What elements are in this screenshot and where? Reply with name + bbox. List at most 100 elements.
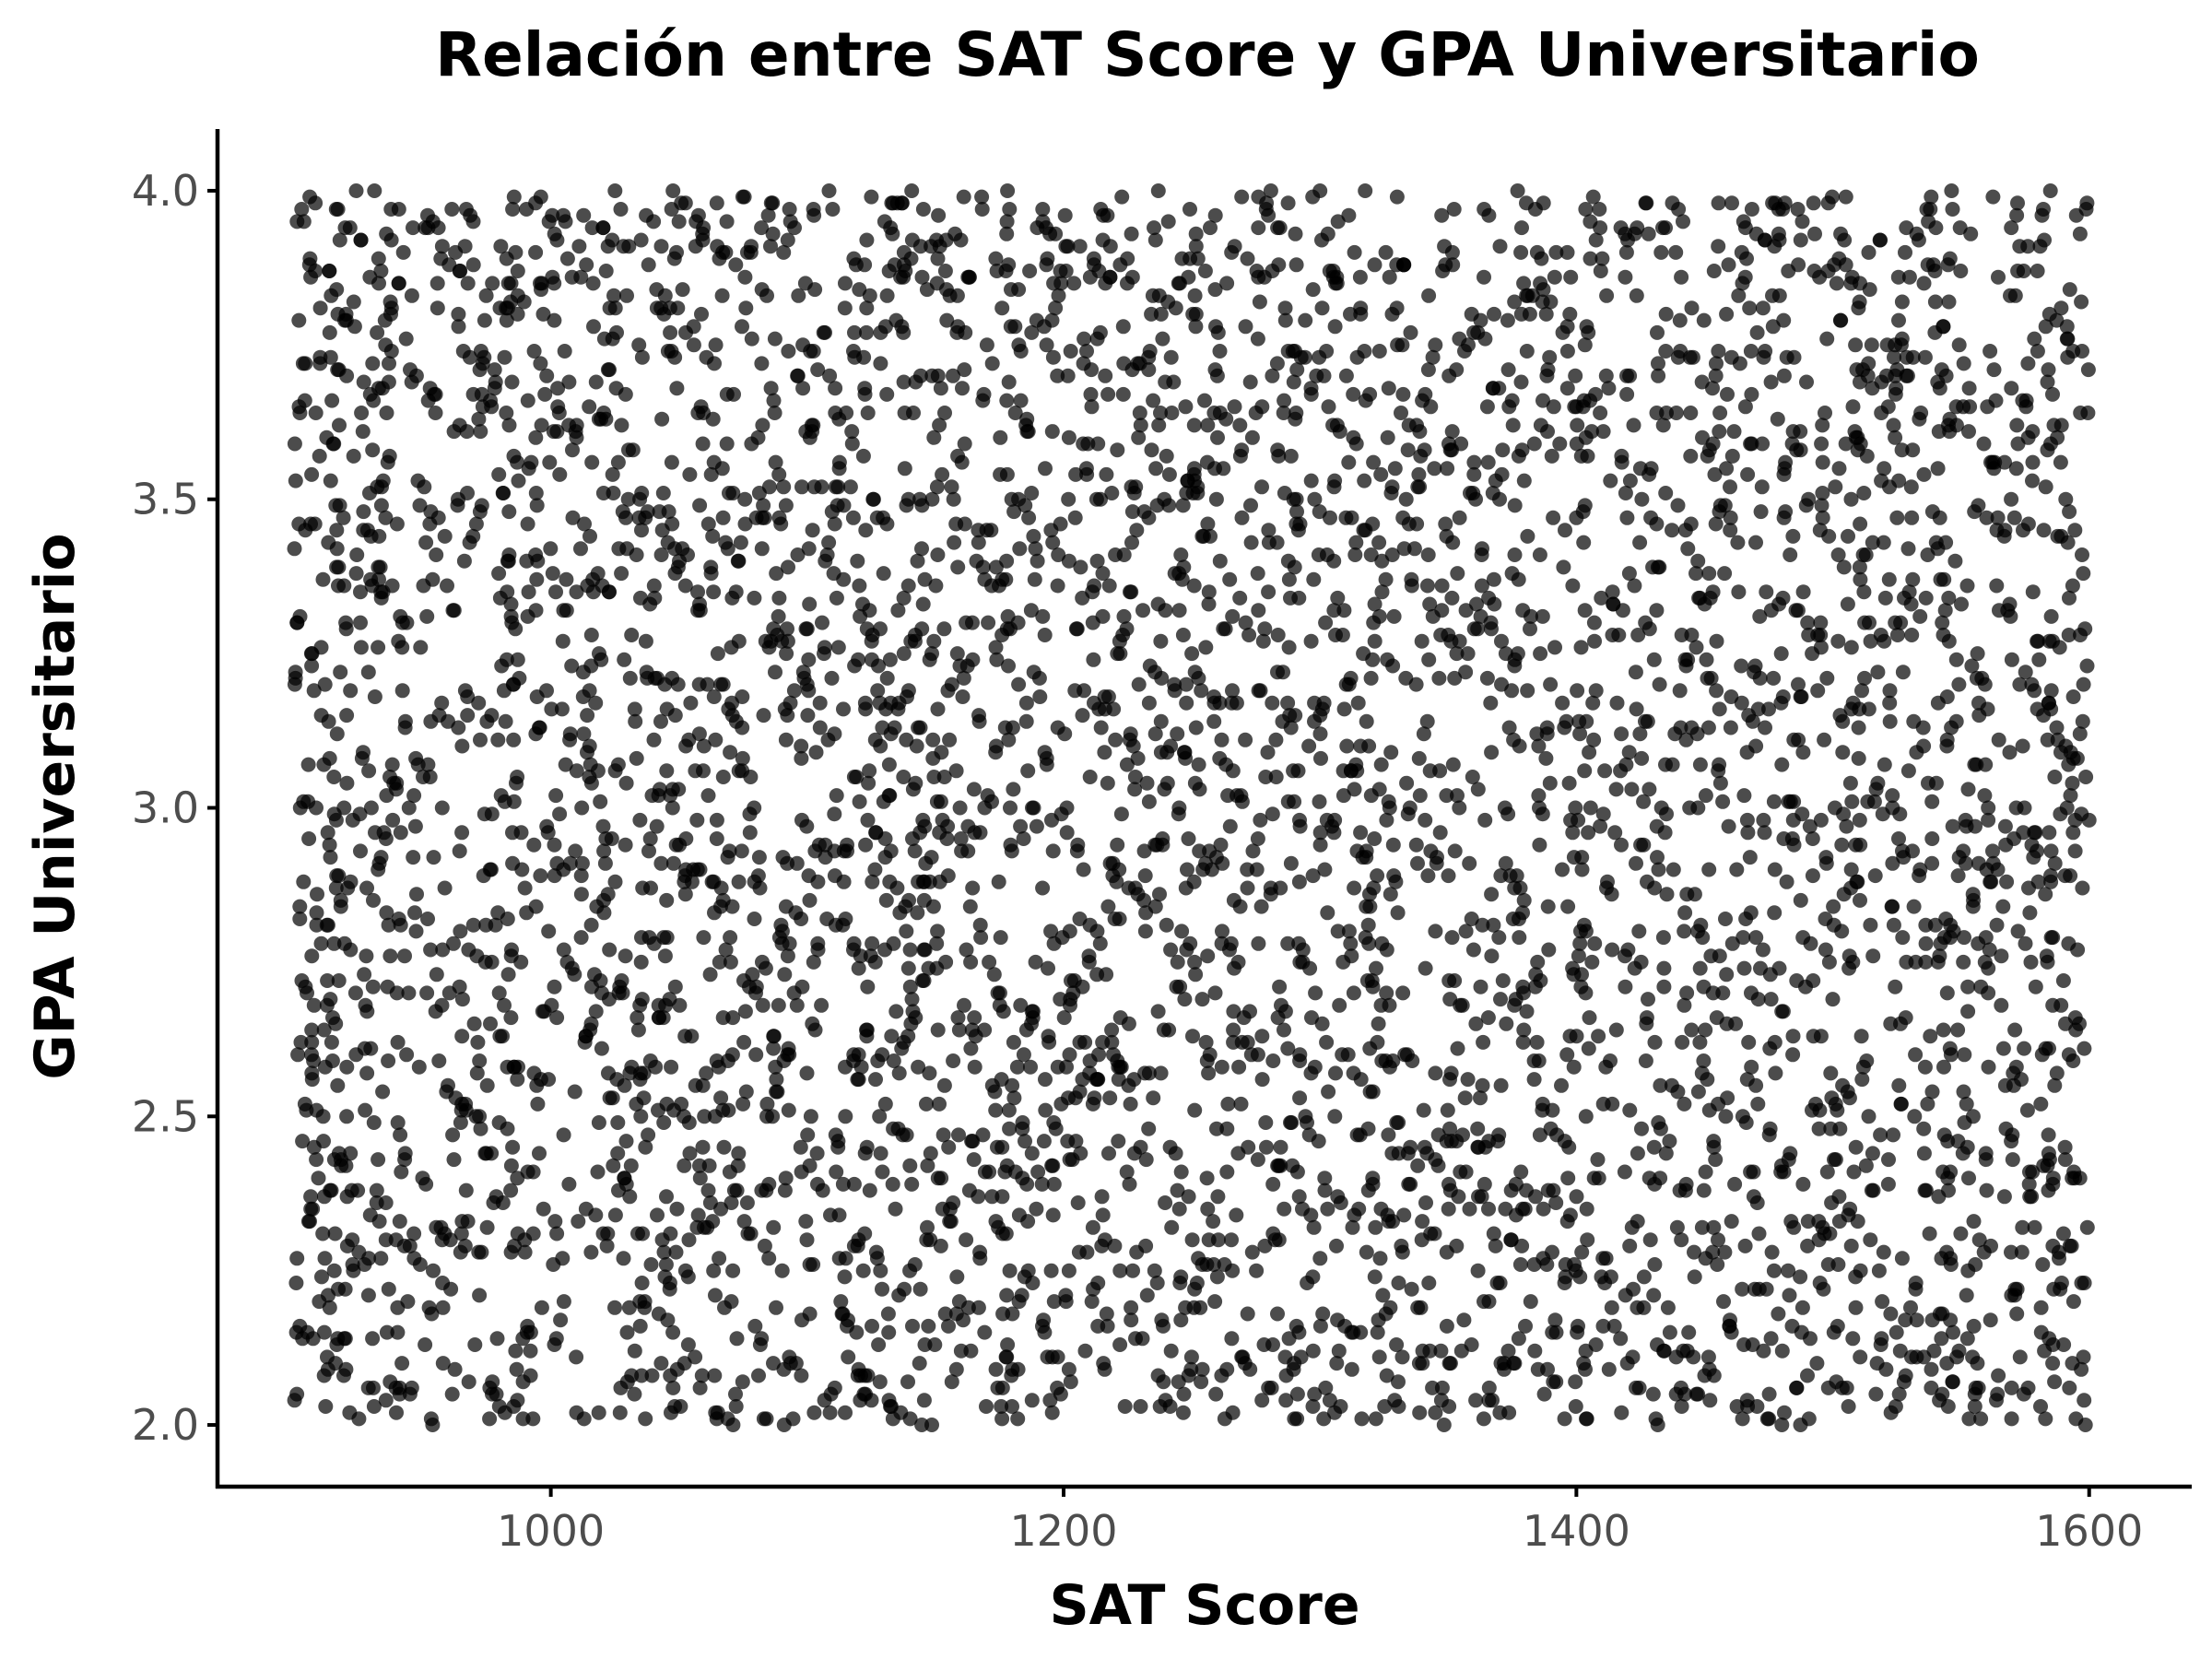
data-point xyxy=(568,843,583,859)
data-point xyxy=(1758,344,1773,359)
data-point xyxy=(1441,1356,1457,1371)
data-point xyxy=(1579,1201,1594,1217)
data-point xyxy=(1416,726,1431,742)
data-point xyxy=(1542,775,1558,791)
data-point xyxy=(2020,356,2036,371)
data-point xyxy=(470,1034,486,1050)
data-point xyxy=(675,282,690,298)
data-point xyxy=(579,257,594,273)
data-point xyxy=(1659,887,1675,902)
data-point xyxy=(2004,652,2019,667)
data-point xyxy=(1813,615,1829,630)
data-point xyxy=(688,214,704,229)
data-point xyxy=(837,1269,853,1285)
data-point xyxy=(1800,1368,1815,1383)
data-point xyxy=(2021,1176,2037,1192)
data-point xyxy=(605,232,620,248)
data-point xyxy=(396,1238,412,1253)
data-point xyxy=(1208,850,1224,865)
data-point xyxy=(1382,269,1397,285)
data-point xyxy=(429,547,444,562)
data-point xyxy=(1548,244,1564,260)
data-point xyxy=(1362,1084,1378,1100)
data-point xyxy=(1346,1065,1361,1081)
data-point xyxy=(1057,207,1073,223)
data-point xyxy=(2019,1102,2035,1118)
data-point xyxy=(1786,732,1802,747)
data-point xyxy=(877,850,893,865)
data-point xyxy=(806,207,822,223)
data-point xyxy=(1953,1226,1969,1241)
data-point xyxy=(822,1405,838,1420)
data-point xyxy=(872,1374,888,1390)
data-point xyxy=(1410,855,1425,871)
data-point xyxy=(944,1374,959,1390)
data-point xyxy=(540,825,556,841)
data-point xyxy=(855,448,871,464)
data-point xyxy=(703,466,719,482)
data-point xyxy=(1971,498,1986,513)
data-point xyxy=(1412,479,1428,495)
data-point xyxy=(1756,1343,1771,1359)
data-point xyxy=(382,356,396,371)
data-point xyxy=(1129,523,1145,538)
data-point xyxy=(1460,646,1476,662)
data-point xyxy=(877,214,892,229)
data-point xyxy=(1398,670,1414,686)
data-point xyxy=(473,424,488,440)
data-point xyxy=(1631,924,1647,939)
data-point xyxy=(1026,528,1041,544)
data-point xyxy=(1188,720,1204,735)
data-point xyxy=(1053,264,1068,278)
data-point xyxy=(1913,406,1929,420)
data-point xyxy=(917,571,933,587)
data-point xyxy=(378,1232,394,1248)
data-point xyxy=(435,1300,451,1315)
data-point xyxy=(1035,202,1051,217)
data-point xyxy=(638,633,653,649)
data-point xyxy=(1230,954,1246,970)
data-point xyxy=(860,979,876,994)
data-point xyxy=(382,448,397,464)
data-point xyxy=(1701,862,1717,877)
data-point xyxy=(612,1405,628,1420)
data-point xyxy=(1013,393,1029,408)
data-point xyxy=(2008,461,2024,477)
data-point xyxy=(1903,479,1919,495)
data-point xyxy=(1939,689,1955,704)
data-point xyxy=(2041,1127,2056,1143)
data-point xyxy=(585,276,601,291)
data-point xyxy=(1067,510,1083,525)
data-point xyxy=(547,868,562,884)
data-point xyxy=(1470,1121,1486,1136)
data-point xyxy=(1257,1238,1273,1253)
data-point xyxy=(1154,670,1170,686)
data-point xyxy=(1692,1034,1708,1050)
data-point xyxy=(571,1214,586,1230)
data-point xyxy=(511,473,526,488)
data-point xyxy=(1179,942,1194,958)
chart-title: Relación entre SAT Score y GPA Universit… xyxy=(435,19,1980,90)
data-point xyxy=(504,942,519,958)
data-point xyxy=(541,924,557,939)
data-point xyxy=(1121,1016,1136,1031)
data-point xyxy=(1037,628,1053,642)
data-point xyxy=(1499,1016,1514,1031)
data-point xyxy=(1529,726,1545,742)
data-point xyxy=(651,1102,665,1118)
data-point xyxy=(1941,590,1957,606)
data-point xyxy=(1939,1356,1955,1371)
data-point xyxy=(1516,276,1532,291)
data-point xyxy=(1434,603,1450,618)
data-point xyxy=(827,516,842,532)
data-point xyxy=(955,381,970,396)
data-point xyxy=(2041,695,2056,711)
data-point xyxy=(937,1306,953,1322)
data-point xyxy=(972,1251,988,1266)
data-point xyxy=(778,498,794,513)
data-point xyxy=(909,738,924,754)
data-point xyxy=(1005,1399,1019,1414)
data-point xyxy=(2041,633,2057,649)
data-point xyxy=(305,1331,321,1347)
